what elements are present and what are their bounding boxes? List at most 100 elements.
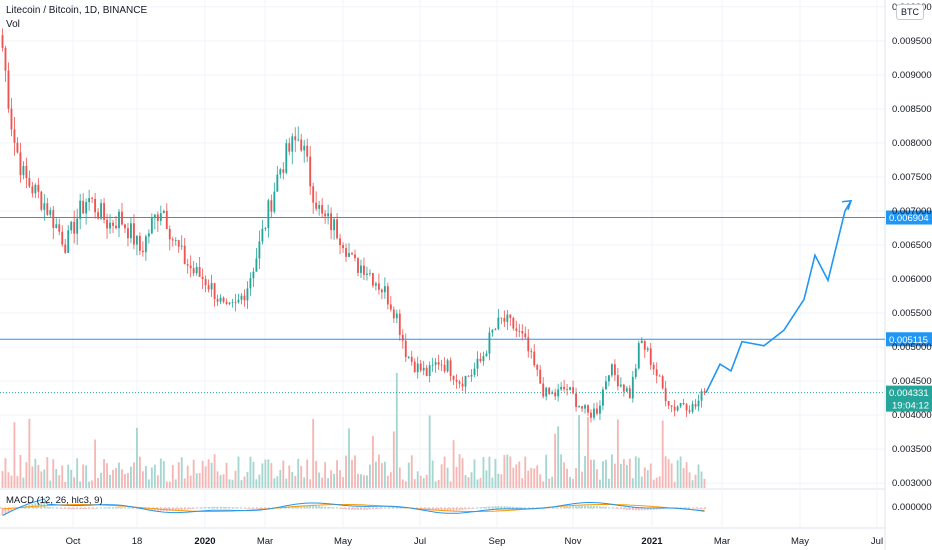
candle-body <box>243 295 246 301</box>
volume-bar <box>267 459 270 488</box>
candle-body <box>153 214 156 218</box>
candle-body <box>649 348 652 365</box>
y-tick-label: 0.008500 <box>892 104 932 115</box>
macd-histogram-bar <box>252 508 255 509</box>
projection-path[interactable] <box>705 199 853 394</box>
candle-body <box>431 364 434 366</box>
candle-body <box>237 299 240 303</box>
volume-bar <box>171 464 174 488</box>
candle-body <box>413 361 416 373</box>
volume-bar <box>288 465 291 488</box>
volume-bar <box>13 422 16 488</box>
candle-body <box>4 47 7 71</box>
volume-bar <box>312 418 315 488</box>
volume-bar <box>43 469 46 488</box>
volume-bar <box>348 428 350 488</box>
level-price-label: 0.005115 <box>889 335 928 346</box>
volume-bar <box>127 473 129 488</box>
volume-bar <box>336 460 338 488</box>
macd-histogram-bar <box>219 506 222 509</box>
x-tick-label: 2021 <box>641 536 663 547</box>
macd-histogram-bar <box>422 508 425 510</box>
volume-bar <box>416 471 419 488</box>
candle-body <box>312 186 315 203</box>
candle-body <box>479 358 482 362</box>
macd-histogram-bar <box>124 507 126 509</box>
volume-bar <box>1 471 4 488</box>
volume-bar <box>31 466 34 488</box>
candle-body <box>138 235 141 251</box>
volume-bar <box>46 457 49 488</box>
macd-histogram-bar <box>198 507 201 509</box>
price-axis[interactable]: 0.0100000.0095000.0090000.0085000.008000… <box>892 2 932 513</box>
y-tick-label: 0.004000 <box>892 410 932 421</box>
macd-histogram-bar <box>607 507 610 509</box>
candle-body <box>195 266 198 274</box>
macd-histogram-bar <box>127 507 129 509</box>
candle-body <box>82 200 85 214</box>
candle-body <box>255 258 258 272</box>
volume-bar <box>363 475 365 488</box>
volume-bar <box>210 462 213 488</box>
macd-histogram-bar <box>342 508 344 510</box>
macd-histogram-bar <box>34 503 37 509</box>
candle-body <box>85 202 88 214</box>
macd-histogram-bar <box>147 508 150 510</box>
horizontal-levels[interactable]: 0.006904 0.005115 0.004331 19:04:12 <box>0 210 932 412</box>
macd-histogram-bar <box>449 508 452 511</box>
candle-body <box>395 313 398 319</box>
macd-histogram-bar <box>488 506 491 509</box>
volume-bar <box>219 475 222 488</box>
candle-body <box>106 219 108 229</box>
candle-body <box>61 231 64 245</box>
macd-histogram-bar <box>231 507 234 509</box>
candle-body <box>222 297 225 302</box>
volume-bar <box>410 455 413 488</box>
macd-histogram-bar <box>494 506 497 509</box>
candle-body <box>204 279 207 286</box>
volume-bar <box>563 462 566 488</box>
macd-histogram-bar <box>261 508 264 509</box>
macd-histogram-bar <box>118 507 120 509</box>
level-price-tag <box>886 332 932 347</box>
x-tick-label: 18 <box>132 536 143 547</box>
volume-bar <box>240 480 243 488</box>
volume-bar <box>201 460 204 488</box>
macd-histogram-bar <box>333 507 336 509</box>
macd-histogram-bar <box>324 506 327 509</box>
macd-histogram-bar <box>622 508 625 510</box>
volume-bar <box>497 473 500 488</box>
macd-histogram-bar <box>115 507 117 509</box>
volume-bar <box>613 463 616 488</box>
candle-body <box>661 376 664 389</box>
volume-bar <box>246 472 249 488</box>
volume-bar <box>697 464 700 488</box>
x-tick-label: Jul <box>871 536 883 547</box>
volume-bar <box>273 478 276 488</box>
candle-body <box>434 362 437 365</box>
volume-bar <box>366 475 368 488</box>
macd-histogram-bar <box>590 505 592 509</box>
candle-body <box>476 358 479 369</box>
currency-badge[interactable]: BTC <box>896 4 924 20</box>
macd-histogram-bar <box>425 508 428 510</box>
macd-histogram-bar <box>106 507 108 509</box>
candle-body <box>52 210 55 228</box>
macd-histogram-bar <box>374 508 377 510</box>
macd-histogram-bar <box>150 508 153 511</box>
candle-body <box>22 165 25 176</box>
y-tick-label: 0.008000 <box>892 138 932 149</box>
candle-body <box>210 283 213 290</box>
volume-bar <box>333 473 336 488</box>
time-axis[interactable]: Oct 18 2020 Mar May Jul Sep Nov 2021 Mar May Jul <box>66 536 883 547</box>
macd-histogram-bar <box>524 507 527 509</box>
candle-body <box>494 328 497 330</box>
volume-bar <box>249 456 252 488</box>
volume-bar <box>225 462 228 488</box>
candle-body <box>560 387 563 390</box>
volume-bar <box>37 464 40 488</box>
volume-bar <box>578 414 580 488</box>
candle-body <box>348 253 350 257</box>
candle-body <box>130 223 132 239</box>
